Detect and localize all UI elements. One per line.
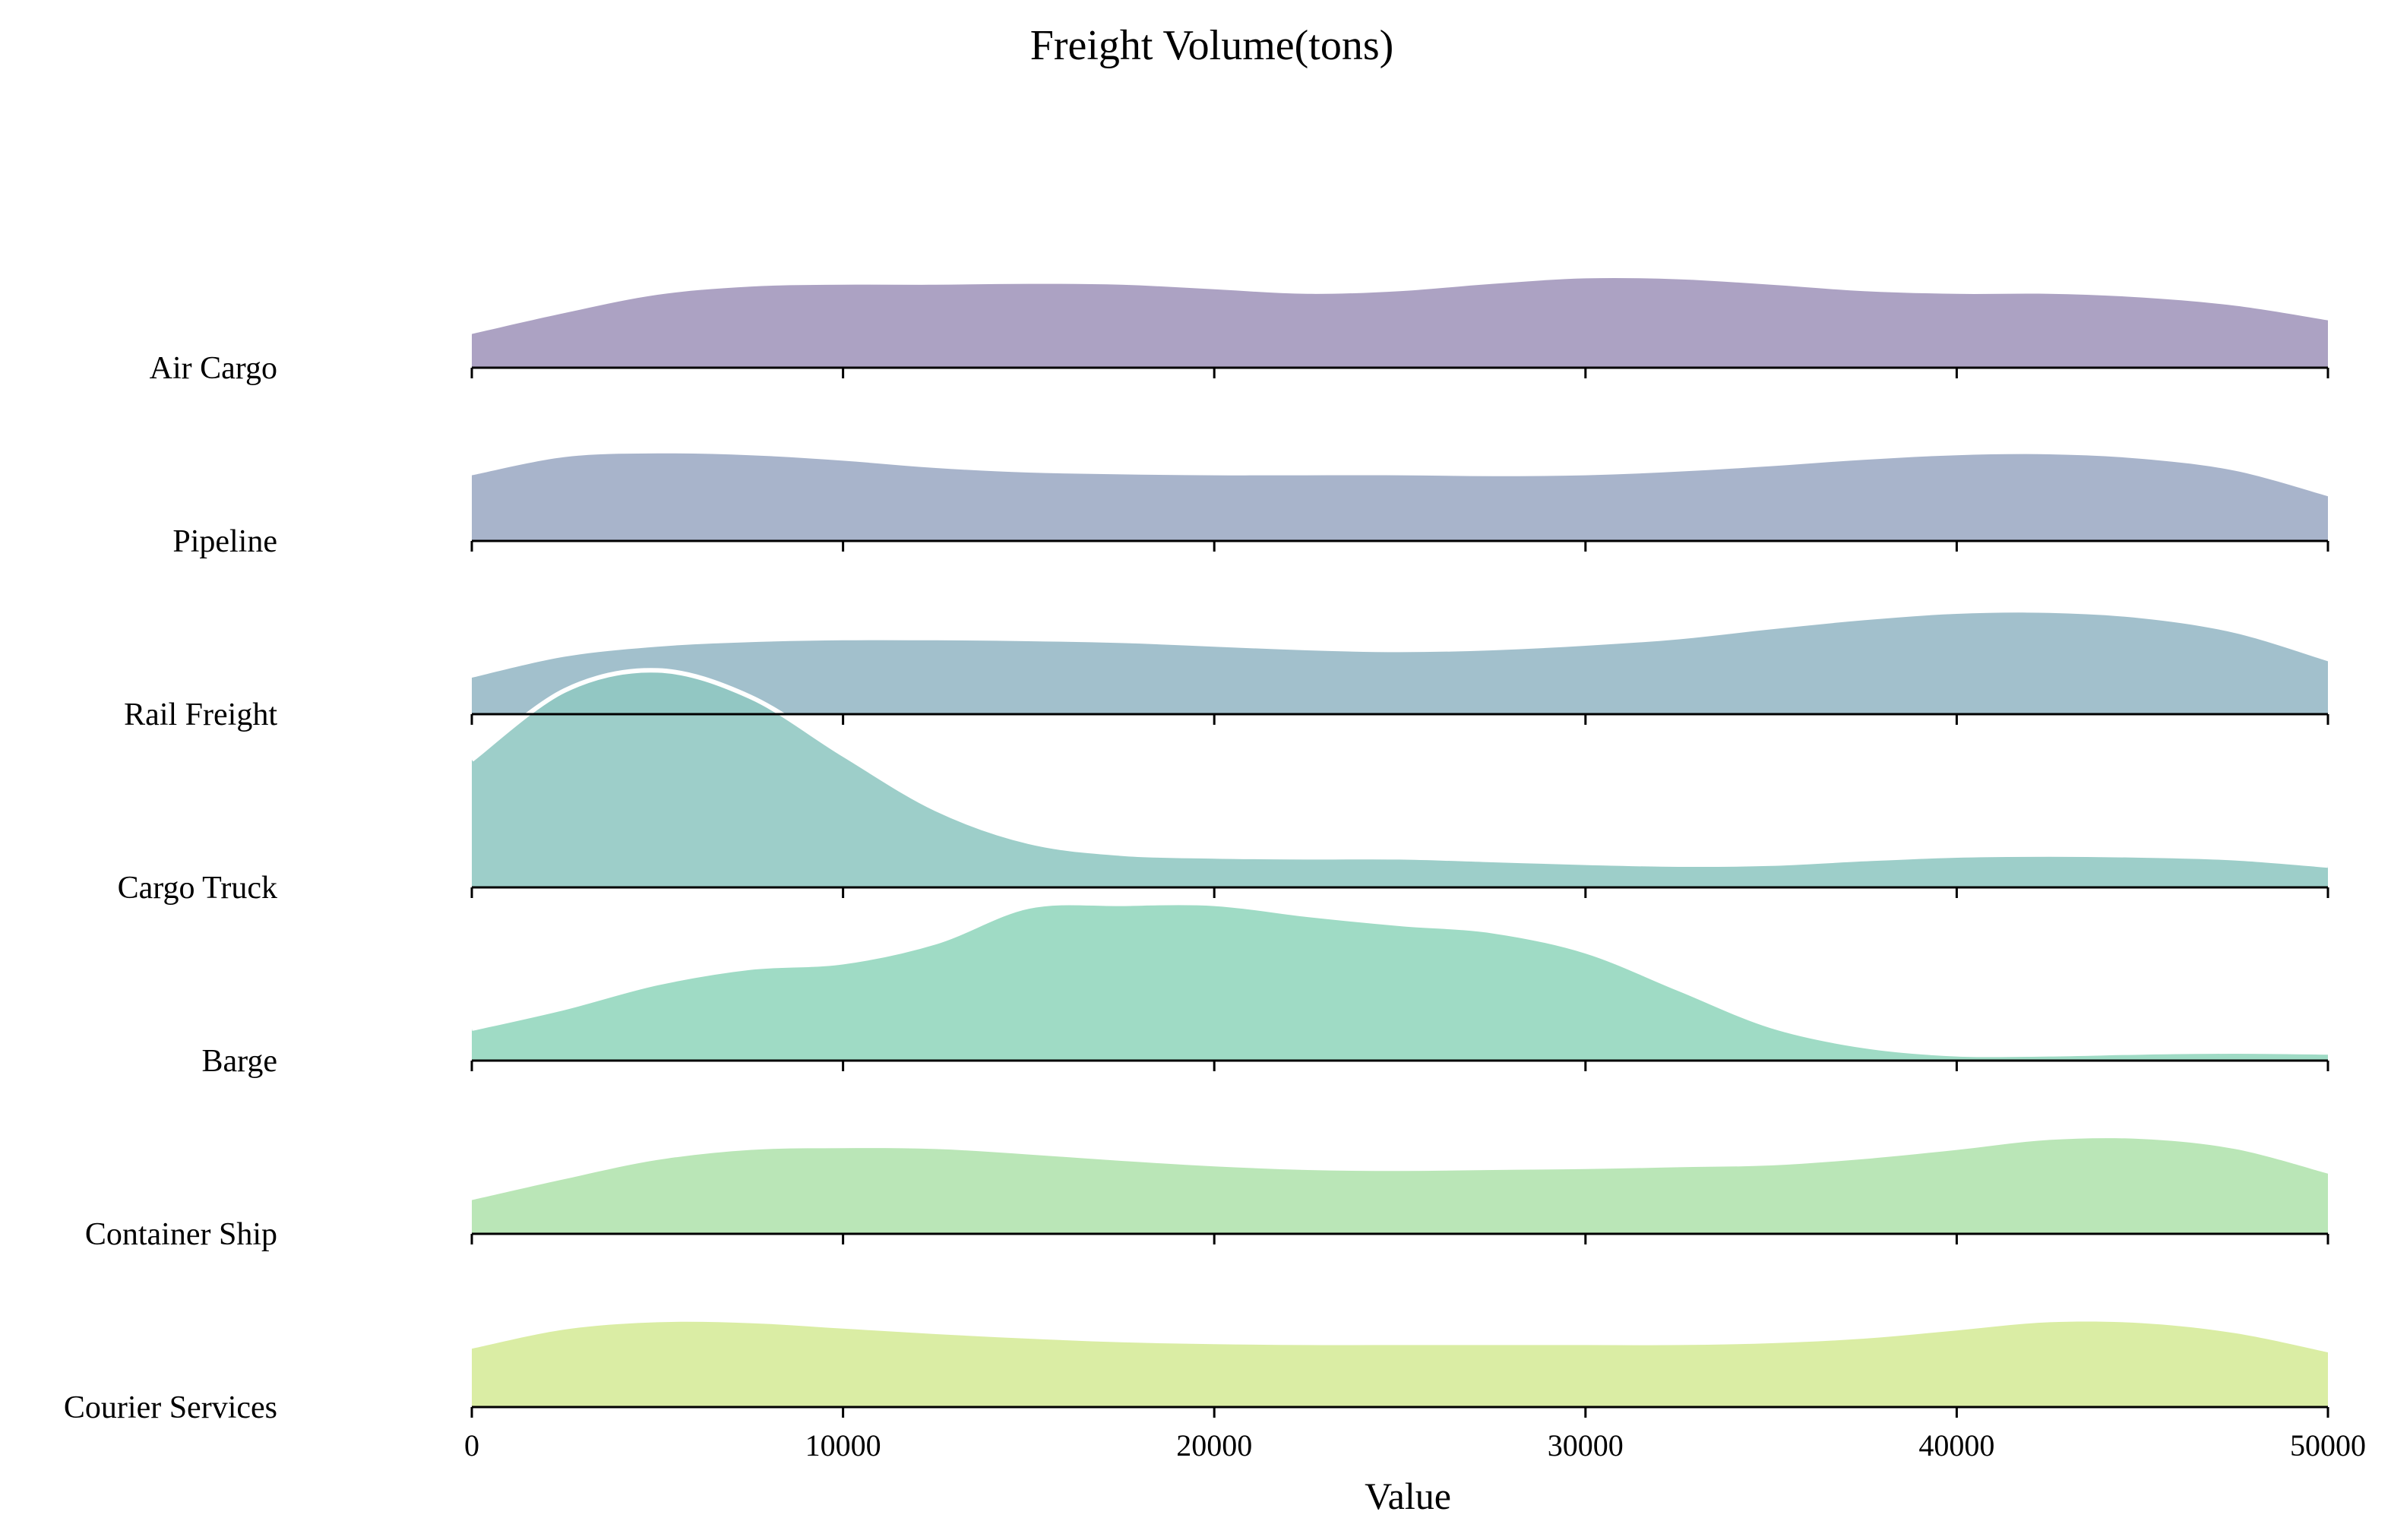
x-tick-label: 40000 bbox=[1918, 1428, 1994, 1463]
highlight-outlines bbox=[470, 668, 2329, 1058]
x-axis-label: Value bbox=[1365, 1475, 1451, 1517]
x-tick-label: 20000 bbox=[1176, 1428, 1252, 1463]
row-label-barge: Barge bbox=[201, 1044, 277, 1079]
ridge-outline-cargo-truck bbox=[470, 668, 2329, 868]
ridge-rail-freight bbox=[472, 612, 2328, 714]
ridge-outline-barge bbox=[471, 900, 2329, 1058]
axes bbox=[470, 366, 2329, 1418]
row-label-cargo-truck: Cargo Truck bbox=[118, 871, 277, 906]
ridge-air-cargo bbox=[472, 277, 2328, 368]
ridge-barge bbox=[472, 903, 2328, 1061]
chart-title: Freight Volume(tons) bbox=[1030, 22, 1394, 69]
row-label-air-cargo: Air Cargo bbox=[150, 351, 277, 386]
ridge-cargo-truck bbox=[472, 670, 2328, 887]
x-tick-label: 50000 bbox=[2290, 1428, 2366, 1463]
ridge-courier-services bbox=[472, 1321, 2328, 1407]
row-label-pipeline: Pipeline bbox=[172, 524, 277, 559]
ridge-container-ship bbox=[472, 1138, 2328, 1234]
row-label-rail-freight: Rail Freight bbox=[124, 697, 277, 732]
x-tick-label: 30000 bbox=[1548, 1428, 1624, 1463]
x-tick-label: 10000 bbox=[805, 1428, 881, 1463]
row-label-container-ship: Container Ship bbox=[85, 1217, 277, 1252]
row-label-courier-services: Courier Services bbox=[64, 1390, 277, 1425]
row-labels: Air Cargo Pipeline Rail Freight Cargo Truck… bbox=[64, 351, 277, 1425]
x-ticks: 0 10000 20000 30000 40000 50000 bbox=[464, 1428, 2366, 1463]
ridges bbox=[472, 277, 2328, 1407]
x-tick-label: 0 bbox=[464, 1428, 479, 1463]
ridge-pipeline bbox=[472, 453, 2328, 541]
